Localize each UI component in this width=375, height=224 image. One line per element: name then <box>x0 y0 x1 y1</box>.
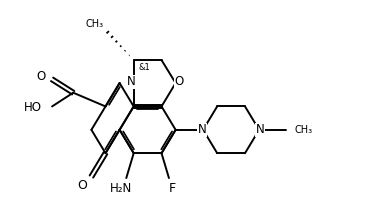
Text: N: N <box>127 75 135 88</box>
Text: &1: &1 <box>138 63 150 72</box>
Text: O: O <box>175 75 184 88</box>
Text: N: N <box>198 123 207 136</box>
Text: N: N <box>255 123 264 136</box>
Text: O: O <box>36 70 46 83</box>
Text: HO: HO <box>23 101 41 114</box>
Text: CH₃: CH₃ <box>85 19 103 29</box>
Text: O: O <box>77 179 87 192</box>
Text: CH₃: CH₃ <box>294 125 312 135</box>
Text: F: F <box>169 182 176 195</box>
Text: H₂N: H₂N <box>110 182 133 195</box>
